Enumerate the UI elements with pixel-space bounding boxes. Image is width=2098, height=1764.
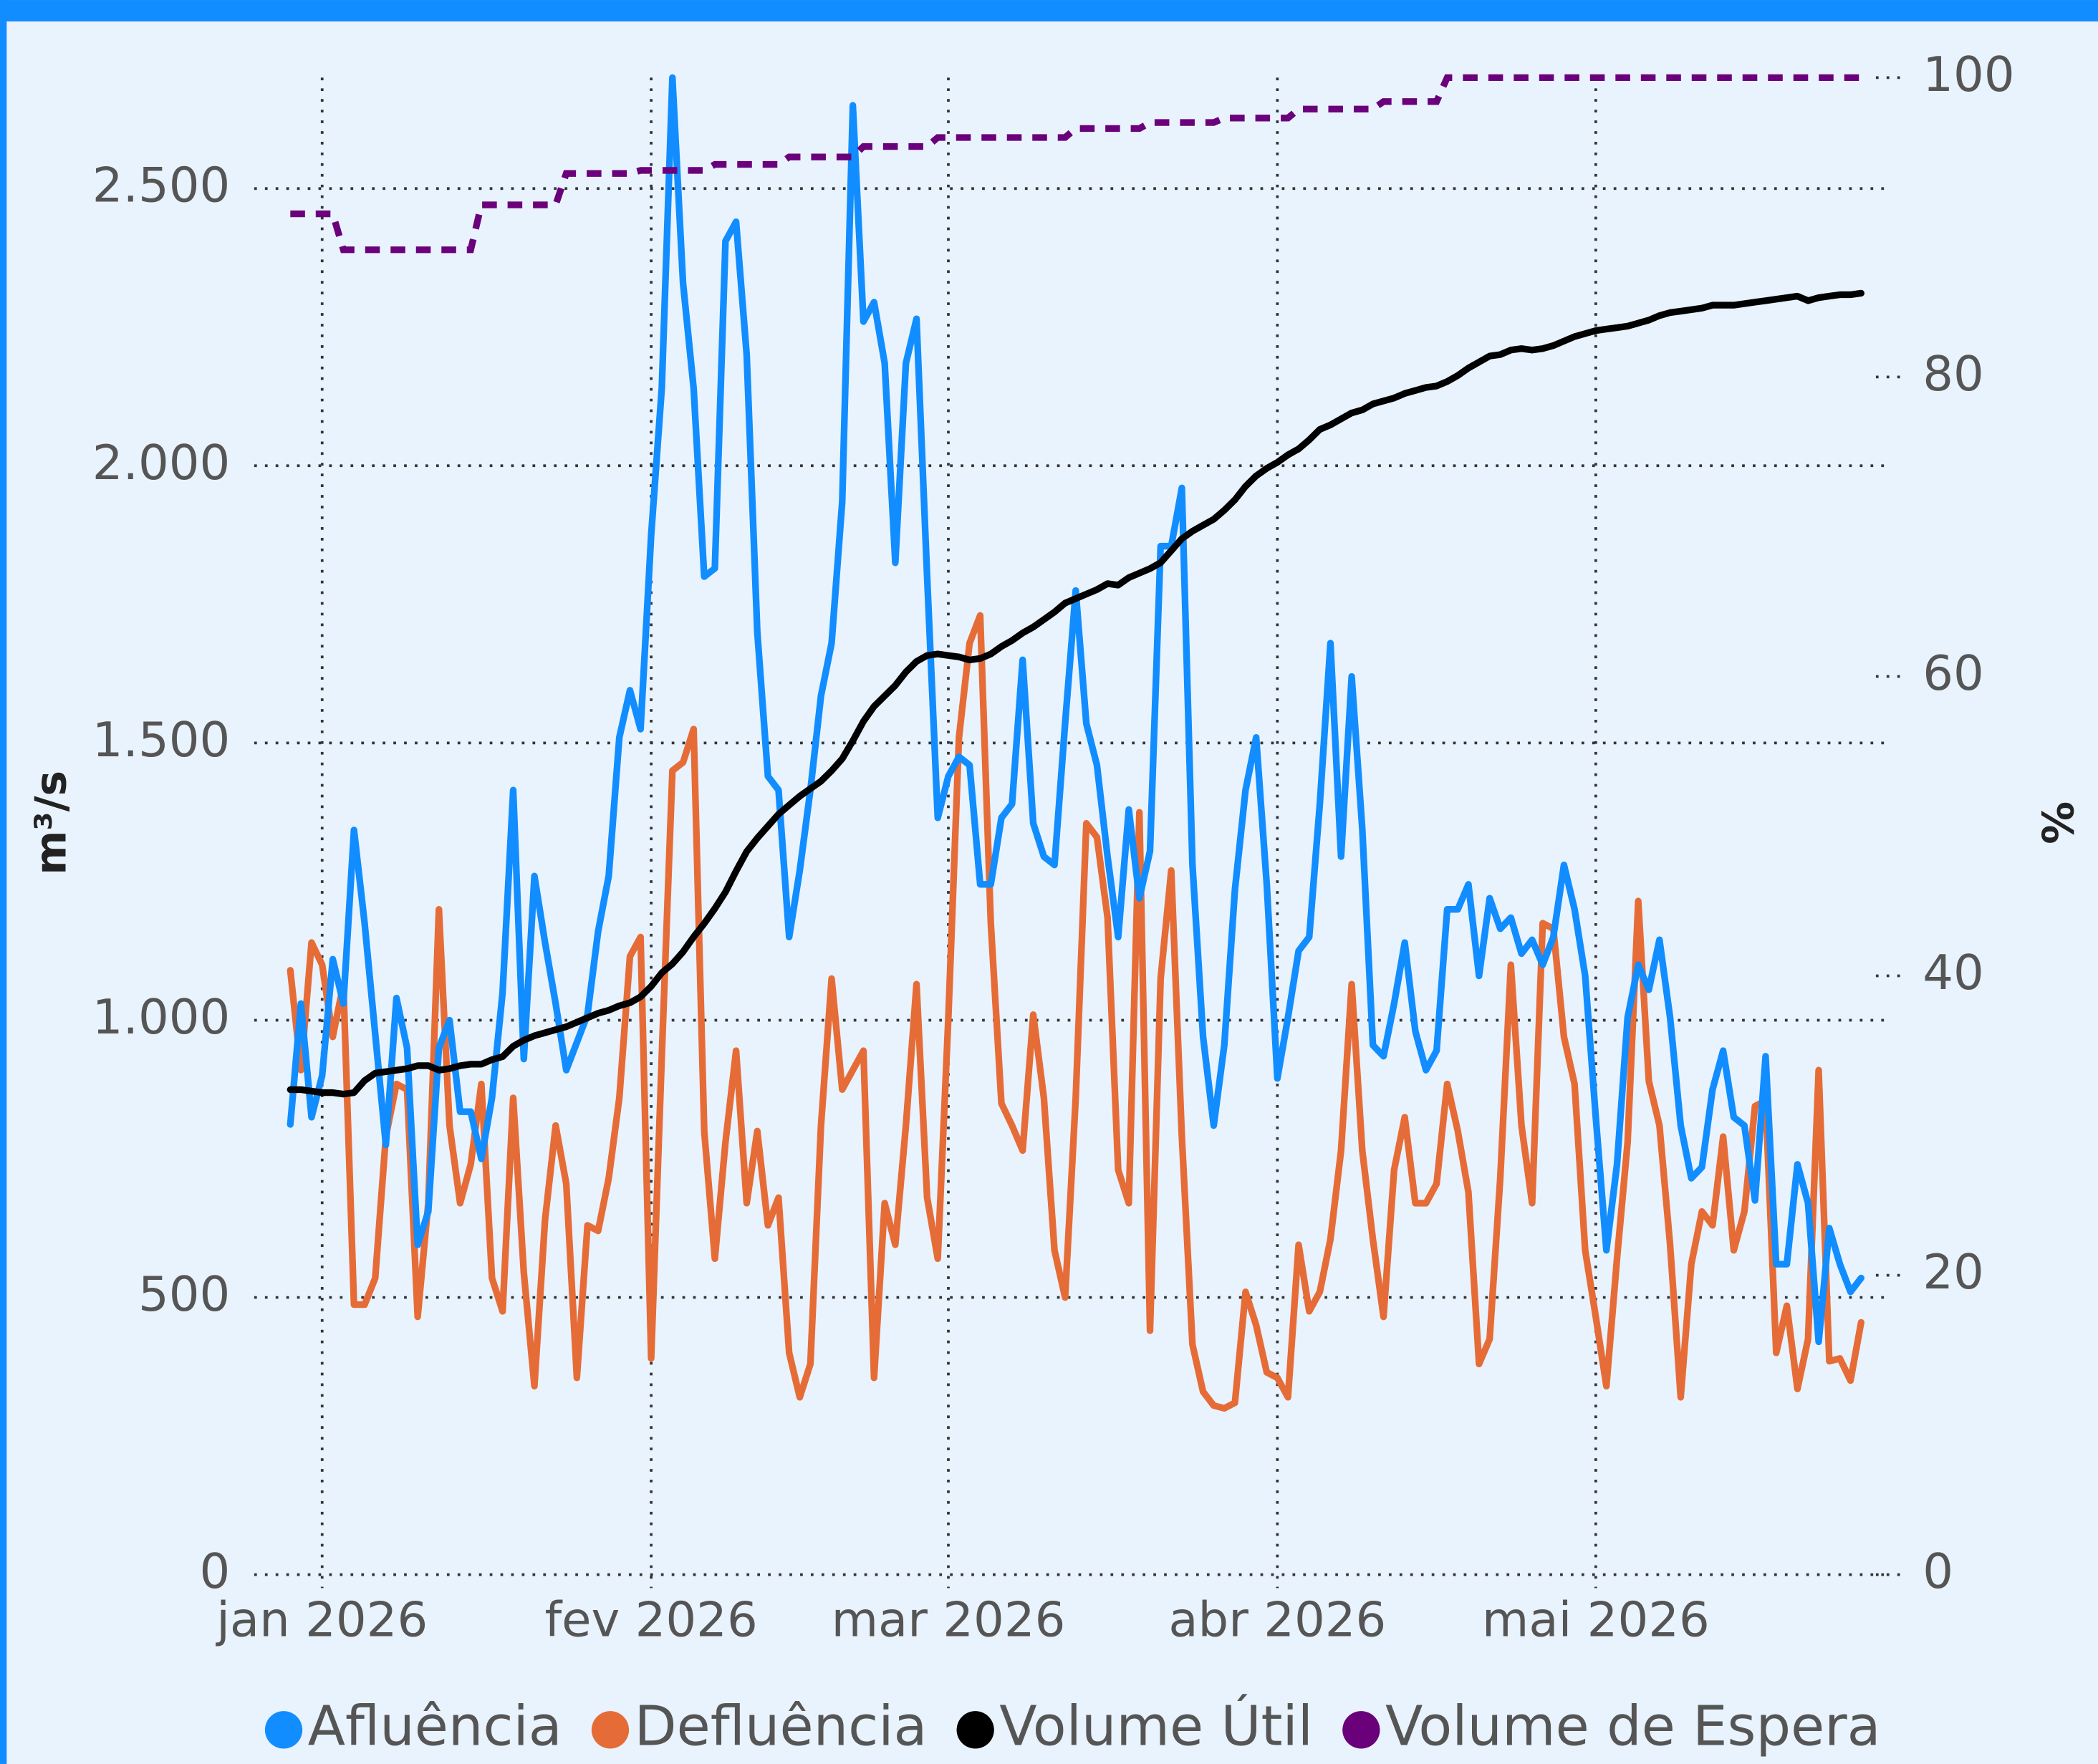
x-tick-label: mai 2026 <box>1482 1591 1710 1647</box>
legend-label: Afluência <box>308 1695 562 1758</box>
y2-tick-label: 60 <box>1923 645 1984 701</box>
top-bar <box>0 0 2098 21</box>
series-line <box>287 289 1864 1098</box>
y2-tick-label: 40 <box>1923 945 1984 1001</box>
left-border <box>0 0 7 1764</box>
y2-tick-label: 20 <box>1923 1244 1984 1300</box>
y2-tick-label: 0 <box>1923 1543 1953 1599</box>
legend-marker <box>591 1711 630 1749</box>
series-line <box>287 74 1864 1346</box>
y2-tick-label: 80 <box>1923 346 1984 402</box>
legend-marker <box>956 1711 994 1749</box>
y-tick-label: 1.500 <box>92 712 230 768</box>
x-tick-label: jan 2026 <box>215 1591 428 1647</box>
legend-label: Volume Útil <box>999 1693 1313 1758</box>
y-tick-label: 500 <box>138 1266 230 1322</box>
legend-label: Volume de Espera <box>1385 1695 1881 1758</box>
x-tick-label: abr 2026 <box>1168 1591 1386 1647</box>
legend-marker <box>264 1711 303 1749</box>
series-line <box>290 74 1862 254</box>
x-tick-label: fev 2026 <box>544 1591 757 1647</box>
y2-axis-title: % <box>2031 801 2081 844</box>
y-tick-label: 2.000 <box>92 435 230 491</box>
legend-label: Defluência <box>635 1695 928 1758</box>
y-axis-title: m³/s <box>27 771 76 875</box>
y-tick-label: 2.500 <box>92 158 230 213</box>
legend-marker <box>1342 1711 1380 1749</box>
y2-tick-label: 100 <box>1923 47 2014 102</box>
series-line <box>287 612 1864 1412</box>
x-tick-label: mar 2026 <box>832 1591 1066 1647</box>
y-tick-label: 0 <box>200 1543 231 1599</box>
y-tick-label: 1.000 <box>92 989 230 1045</box>
